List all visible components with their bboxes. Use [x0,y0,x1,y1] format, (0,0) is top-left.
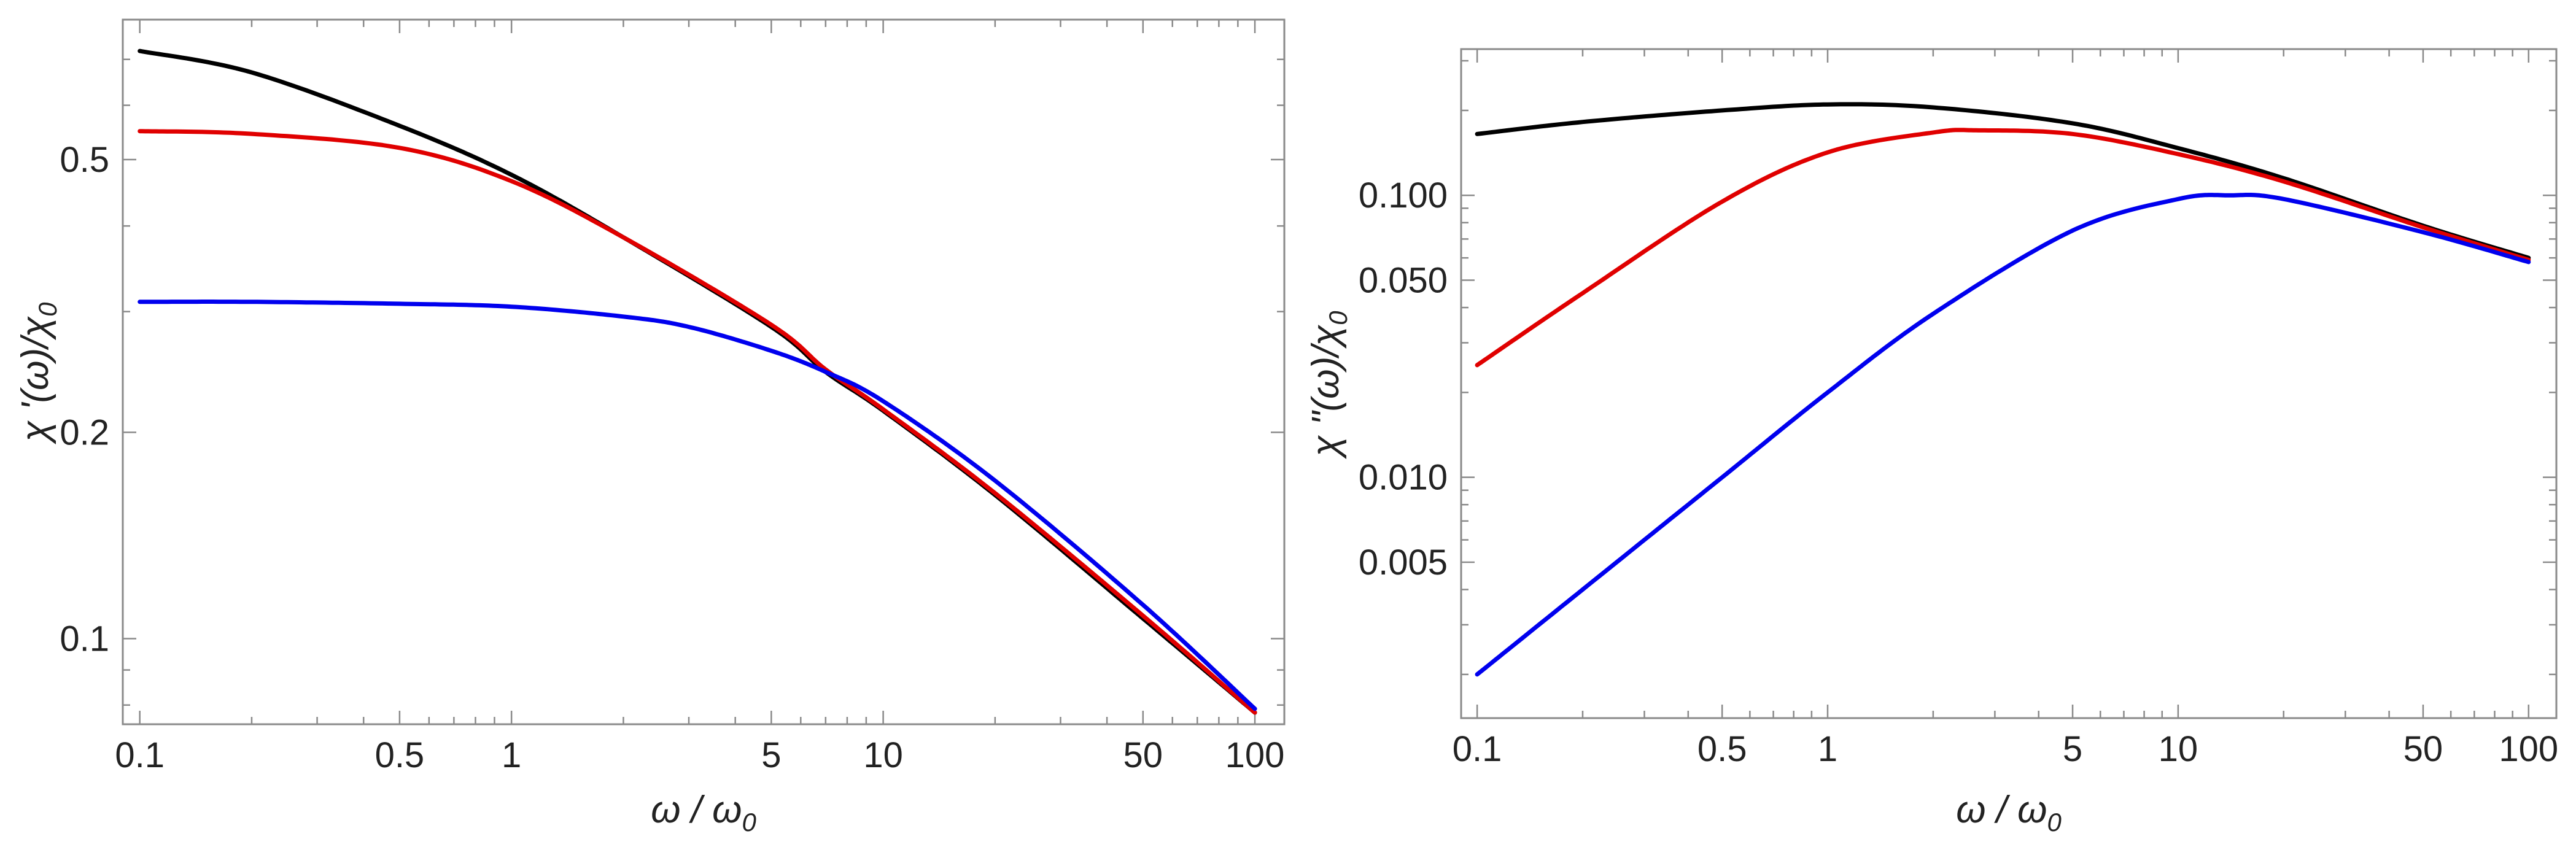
chart-right-y-axis-label: χ "(ω)/χ0 [1305,311,1352,460]
left-x-tick-label: 50 [1123,735,1163,775]
chart-right-frame [1460,48,2558,719]
right-y-tick-label: 0.100 [1359,176,1448,215]
left-x-tick-label: 10 [863,735,903,775]
left-y-tick-label: 0.1 [60,619,109,659]
left-x-tick-label: 100 [1225,735,1285,775]
left-series-line-blue [138,300,1257,711]
left-y-tick-label: 0.2 [60,412,109,452]
right-series-line-red [1475,128,2531,368]
chart-right: 0.1 0.5 1 5 10 50 100 0.005 0.010 0.050 0.100 ω / … [1305,48,2558,837]
right-y-tick-label: 0.010 [1359,458,1448,498]
chart-left: 0.1 0.5 1 5 10 50 100 0.1 0.2 0.5 ω / ω0 χ '(ω)/χ… [14,18,1286,837]
chart-right-x-axis-label: ω / ω0 [1956,789,2062,837]
right-x-tick-label: 10 [2159,729,2198,769]
left-x-tick-label: 1 [502,735,521,775]
right-x-tick-label: 0.5 [1697,729,1747,769]
left-y-tick-label: 0.5 [60,140,109,180]
chart-left-frame [122,18,1286,725]
chart-right-series [1475,102,2531,677]
chart-left-x-axis-label: ω / ω0 [651,789,756,837]
chart-right-ticks [1460,49,2556,718]
right-x-tick-label: 1 [1818,729,1837,769]
left-series-line-red [138,129,1257,715]
chart-left-series [138,48,1257,715]
left-x-tick-label: 0.1 [115,735,165,775]
right-x-tick-label: 50 [2403,729,2443,769]
right-x-tick-label: 0.1 [1453,729,1502,769]
chart-left-y-axis-label: χ '(ω)/χ0 [14,302,62,445]
right-series-line-blue [1475,193,2531,677]
right-y-tick-label: 0.005 [1359,543,1448,582]
left-x-tick-label: 0.5 [375,735,425,775]
right-x-tick-label: 100 [2499,729,2558,769]
chart-left-tick-labels: 0.1 0.5 1 5 10 50 100 0.1 0.2 0.5 [60,140,1284,775]
right-x-tick-label: 5 [2063,729,2082,769]
right-y-tick-label: 0.050 [1359,261,1448,301]
left-x-tick-label: 5 [761,735,781,775]
chart-right-tick-labels: 0.1 0.5 1 5 10 50 100 0.005 0.010 0.050 0.100 [1359,176,2558,769]
chart-left-ticks [122,18,1284,724]
